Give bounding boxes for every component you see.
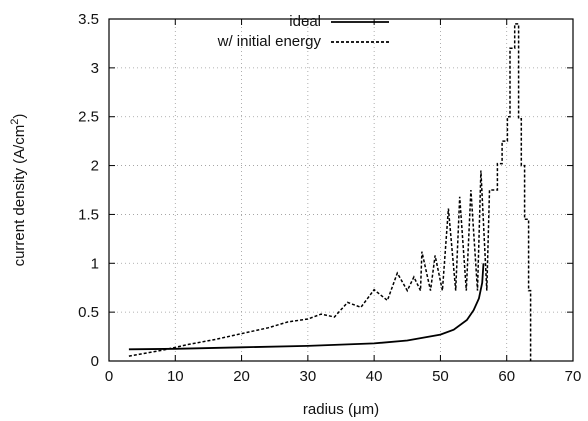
- legend-label-initial-energy: w/ initial energy: [217, 33, 322, 50]
- y-tick-label: 2.5: [78, 109, 99, 126]
- x-tick-label: 50: [432, 368, 449, 385]
- y-tick-label: 3: [91, 60, 99, 77]
- x-axis-label: radius (μm): [303, 401, 379, 418]
- x-tick-label: 20: [233, 368, 250, 385]
- legend-label-ideal: ideal: [289, 13, 321, 30]
- plot-frame: [108, 18, 574, 362]
- x-tick-label: 40: [366, 368, 383, 385]
- x-axis: 0 10 20 30 40 50 60 70: [105, 19, 582, 385]
- y-axis: 0 0.5 1 1.5 2 2.5 3 3.5: [78, 11, 573, 370]
- series-line-ideal: [128, 263, 485, 351]
- y-tick-label: 1.5: [78, 206, 99, 223]
- legend: ideal w/ initial energy: [217, 13, 389, 50]
- y-tick-label: 0: [91, 353, 99, 370]
- x-tick-label: 70: [565, 368, 582, 385]
- y-tick-label: 3.5: [78, 11, 99, 28]
- x-tick-label: 0: [105, 368, 113, 385]
- series-layer: [128, 23, 532, 361]
- grid-lines: [109, 19, 573, 361]
- y-tick-label: 1: [91, 255, 99, 272]
- x-tick-label: 60: [498, 368, 515, 385]
- y-axis-label: current density (A/cm2): [9, 114, 28, 267]
- x-tick-label: 30: [300, 368, 317, 385]
- y-tick-label: 2: [91, 158, 99, 175]
- series-line-initial-energy: [128, 23, 532, 361]
- y-tick-label: 0.5: [78, 304, 99, 321]
- x-tick-label: 10: [167, 368, 184, 385]
